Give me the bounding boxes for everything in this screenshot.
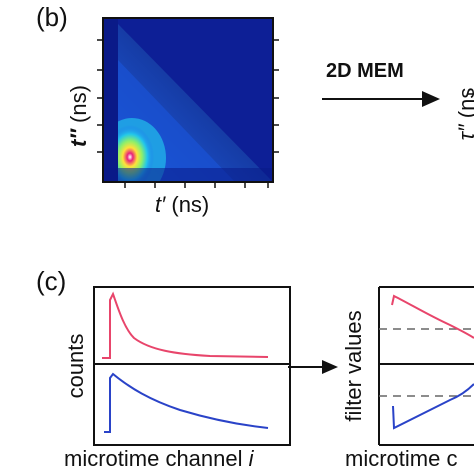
- filter-blue-trace: [392, 383, 474, 430]
- heatmap-xlabel: t′ (ns): [155, 192, 209, 218]
- filter-xlabel: microtime c: [345, 446, 458, 471]
- heatmap-left-edge: [103, 18, 118, 182]
- heatmap-bottom-edge: [103, 168, 273, 182]
- heatmap-y-ticks: [97, 39, 103, 153]
- heatmap-x-ticks: [124, 182, 269, 188]
- counts-xlabel-var: i: [248, 446, 254, 471]
- mem-arrow-head: [422, 91, 440, 107]
- counts-plot-frame: [93, 286, 291, 446]
- heatmap-right-ticks: [273, 39, 279, 153]
- counts-blue-trace: [104, 372, 269, 433]
- panel-b-label: (b): [36, 2, 68, 32]
- heatmap-hot-spot: [106, 125, 154, 182]
- filter-red-trace: [391, 294, 474, 339]
- counts-xlabel: microtime channel i: [64, 446, 254, 472]
- heatmap-xlabel-unit: (ns): [165, 192, 210, 217]
- counts-ylabel: counts: [63, 333, 88, 399]
- filter-arrow-head: [322, 360, 338, 374]
- mem-arrow-label: 2D MEM: [326, 60, 404, 82]
- filter-ylabel: filter values: [341, 310, 366, 422]
- counts-xlabel-text: microtime channel: [64, 446, 249, 471]
- panel-c-label: (c): [36, 266, 67, 296]
- counts-red-trace: [102, 291, 269, 359]
- heatmap-frame: [102, 17, 274, 183]
- heatmap-xlabel-var: t′: [155, 192, 166, 217]
